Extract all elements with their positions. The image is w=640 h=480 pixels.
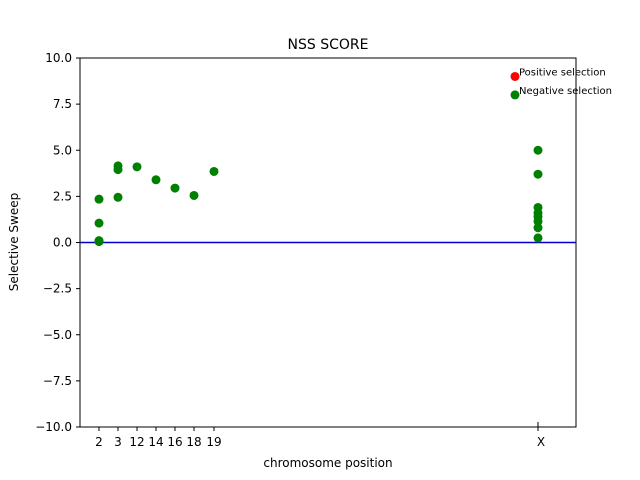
y-axis-ticks: −10.0 −7.5 −5.0 −2.5 0.0 2.5 5.0 7.5 10.0 — [35, 51, 80, 434]
y-tick-label: 5.0 — [53, 143, 72, 157]
x-tick-label: 14 — [148, 435, 163, 449]
data-point — [170, 183, 180, 193]
x-tick-label: 12 — [129, 435, 144, 449]
data-point — [533, 223, 543, 233]
y-tick-label: −5.0 — [43, 328, 72, 342]
chart-legend: Positive selection Negative selection — [510, 67, 612, 100]
x-tick-label: 3 — [114, 435, 122, 449]
data-point — [94, 194, 104, 204]
y-tick-label: −2.5 — [43, 282, 72, 296]
data-point — [151, 175, 161, 185]
data-point — [209, 166, 219, 176]
x-axis-ticks: 2 3 12 14 16 18 19 X — [95, 422, 545, 449]
data-point — [533, 169, 543, 179]
data-point — [113, 192, 123, 202]
legend-label: Negative selection — [519, 86, 612, 97]
data-point — [132, 162, 142, 172]
x-tick-label: 18 — [186, 435, 201, 449]
x-tick-label: 16 — [167, 435, 182, 449]
y-tick-label: 2.5 — [53, 189, 72, 203]
data-point — [94, 237, 104, 247]
x-tick-label: 19 — [206, 435, 221, 449]
y-tick-label: 10.0 — [45, 51, 72, 65]
legend-marker — [510, 71, 520, 81]
x-tick-label: 2 — [95, 435, 103, 449]
legend-label: Positive selection — [519, 67, 606, 78]
y-axis-label: Selective Sweep — [7, 193, 21, 291]
chart-marks — [80, 145, 576, 247]
y-tick-label: 0.0 — [53, 236, 72, 250]
data-point — [94, 218, 104, 228]
y-tick-label: −10.0 — [35, 420, 72, 434]
data-point — [533, 145, 543, 155]
x-tick-label: X — [537, 435, 545, 449]
chart-title: NSS SCORE — [288, 37, 369, 53]
data-point — [533, 233, 543, 243]
y-tick-label: 7.5 — [53, 97, 72, 111]
y-tick-label: −7.5 — [43, 374, 72, 388]
data-point — [533, 216, 543, 226]
data-point — [113, 165, 123, 175]
data-point — [189, 190, 199, 200]
legend-marker — [510, 90, 520, 100]
x-axis-label: chromosome position — [263, 456, 392, 470]
